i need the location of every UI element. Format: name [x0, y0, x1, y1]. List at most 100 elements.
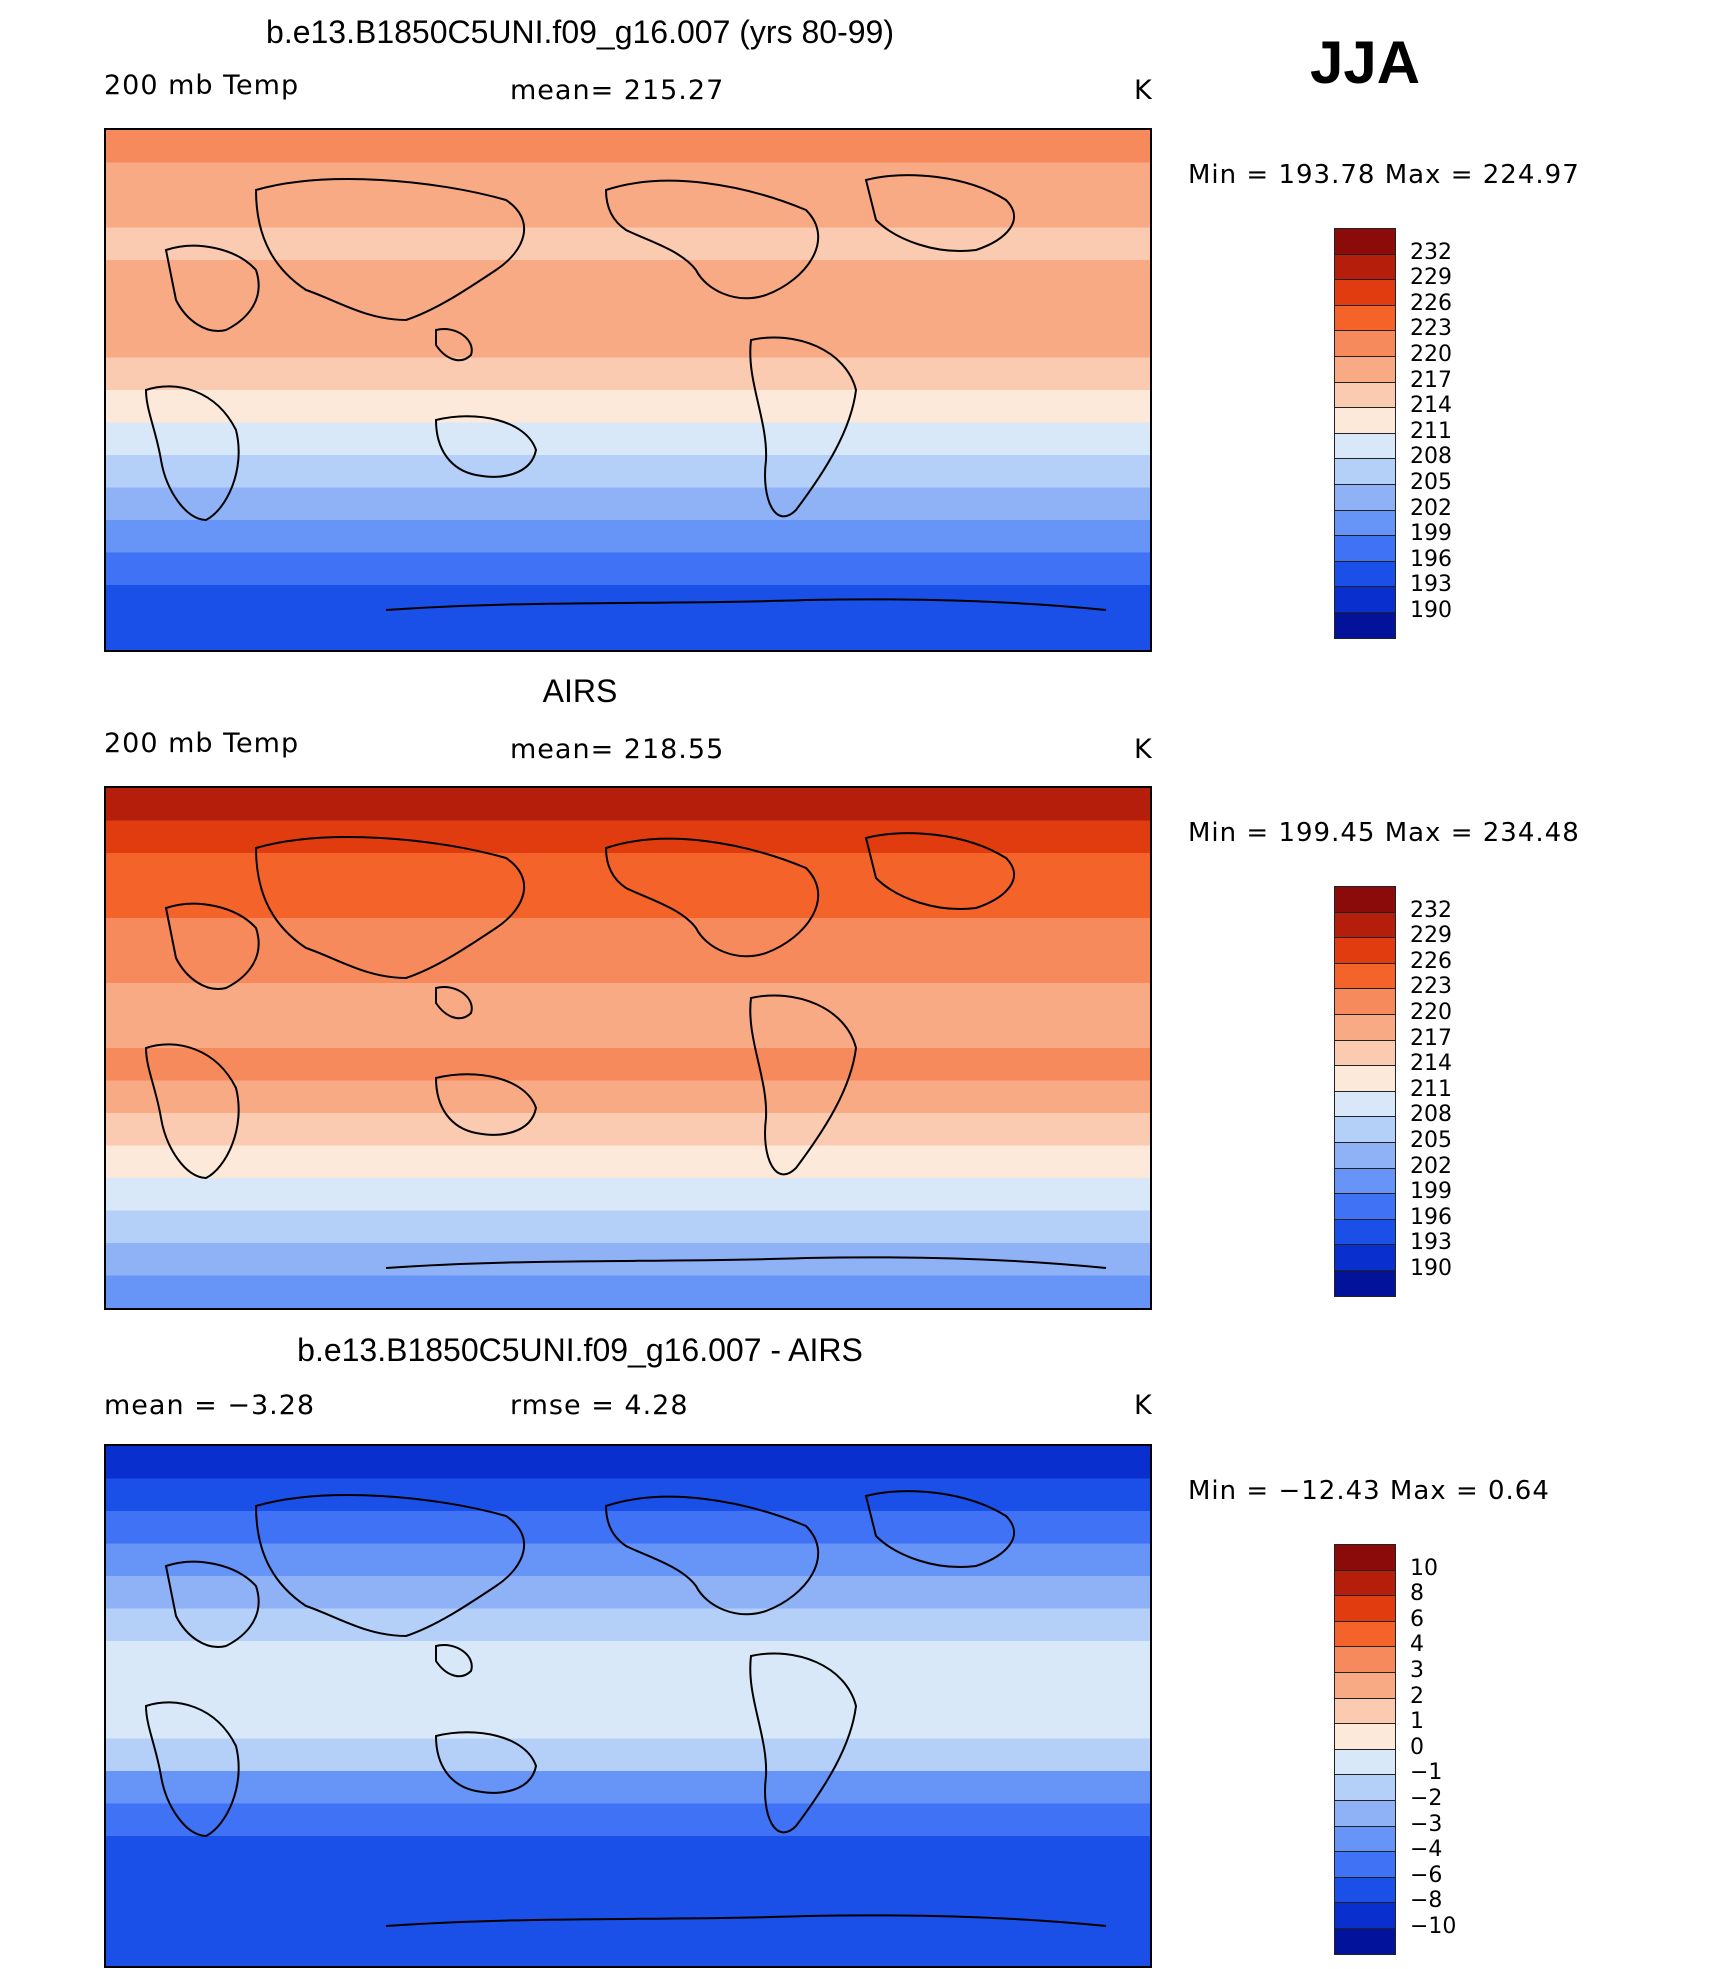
colorbar-label: 8	[1410, 1581, 1424, 1607]
colorbar-label: −3	[1410, 1811, 1443, 1837]
colorbar-swatch	[1334, 1928, 1396, 1955]
colorbar-label: 211	[1410, 418, 1452, 444]
latitude-band	[106, 1048, 1150, 1082]
panel-title: b.e13.B1850C5UNI.f09_g16.007 (yrs 80-99)	[266, 14, 894, 50]
colorbar-label: 214	[1410, 1051, 1452, 1077]
colorbar-label: 4	[1410, 1632, 1424, 1658]
min-max-label: Min = 193.78 Max = 224.97	[1188, 160, 1580, 190]
colorbar-label: 1	[1410, 1709, 1424, 1735]
colorbar-label: 220	[1410, 342, 1452, 367]
map-plot	[104, 1444, 1152, 1968]
colorbar-label: 190	[1410, 1256, 1452, 1281]
mean-label: mean= 215.27	[510, 75, 725, 106]
colorbar-swatch	[1334, 886, 1396, 913]
latitude-band	[106, 820, 1150, 854]
colorbar-label: 217	[1410, 1025, 1452, 1051]
colorbar-swatch	[1334, 962, 1396, 990]
latitude-band	[106, 162, 1150, 196]
colorbar-swatch	[1334, 509, 1396, 537]
colorbar-label: −1	[1410, 1760, 1443, 1786]
latitude-band	[106, 1511, 1150, 1545]
coastline	[385, 598, 1107, 611]
colorbar: 232 229 226 223 220 217 214 211 208 205 202 199 196 1…	[1334, 886, 1452, 1297]
coastline	[749, 994, 858, 1176]
season-label: JJA	[1310, 29, 1421, 96]
coastline	[434, 1731, 538, 1794]
latitude-band	[106, 1210, 1150, 1244]
coastline	[749, 1652, 858, 1834]
coastline	[144, 1043, 240, 1180]
colorbar-label: 196	[1410, 1204, 1452, 1230]
colorbar-label: 3	[1410, 1658, 1424, 1683]
colorbar: 10 8 6 4 3 2 1 0 −1 −2 −3 −4 −6 −8 −10	[1334, 1544, 1456, 1955]
colorbar-swatch	[1334, 407, 1396, 434]
coastline	[864, 1490, 1016, 1568]
colorbar-swatch	[1334, 1774, 1396, 1801]
coastline	[385, 1256, 1107, 1269]
colorbar-swatch	[1334, 1569, 1396, 1597]
colorbar-label: 226	[1410, 290, 1452, 316]
units-label: K	[1134, 1390, 1153, 1421]
colorbar-swatch	[1334, 1270, 1396, 1297]
coastline	[385, 1914, 1107, 1927]
coastline	[144, 385, 240, 522]
latitude-band	[106, 130, 1150, 164]
latitude-band	[106, 853, 1150, 887]
latitude-band	[106, 1868, 1150, 1902]
colorbar-label: 208	[1410, 1102, 1452, 1128]
colorbar-label: −8	[1410, 1888, 1443, 1914]
colorbar-swatch	[1334, 279, 1396, 306]
variable-label: 200 mb Temp	[104, 70, 300, 101]
colorbar-label: 229	[1410, 923, 1452, 949]
colorbar-swatch	[1334, 1167, 1396, 1195]
colorbar-swatch	[1334, 356, 1396, 383]
latitude-band	[106, 520, 1150, 554]
latitude-band	[106, 422, 1150, 456]
colorbar-label: 208	[1410, 444, 1452, 470]
colorbar-swatch	[1334, 612, 1396, 639]
colorbar-label: 196	[1410, 546, 1452, 572]
colorbar-swatch	[1334, 586, 1396, 613]
latitude-band	[106, 1145, 1150, 1179]
mean-label: mean= 218.55	[510, 734, 725, 765]
colorbar-swatch	[1334, 1218, 1396, 1246]
latitude-band	[106, 1113, 1150, 1147]
mean-label: mean = −3.28	[104, 1390, 316, 1421]
latitude-band	[106, 1478, 1150, 1512]
colorbar-swatch	[1334, 1142, 1396, 1169]
colorbar-swatch	[1334, 1595, 1396, 1622]
colorbar-label: 199	[1410, 521, 1452, 547]
colorbar-label: 6	[1410, 1606, 1424, 1632]
colorbar-swatch	[1334, 484, 1396, 511]
colorbar-swatch	[1334, 381, 1396, 409]
latitude-band	[106, 455, 1150, 489]
colorbar-label: 229	[1410, 265, 1452, 291]
latitude-band	[106, 918, 1150, 952]
latitude-band	[106, 1738, 1150, 1772]
coastline	[434, 1073, 538, 1136]
latitude-band	[106, 1015, 1150, 1049]
latitude-band	[106, 1706, 1150, 1740]
latitude-band	[106, 950, 1150, 984]
coastline	[604, 1495, 820, 1616]
colorbar-label: 10	[1410, 1555, 1438, 1581]
colorbar-label: 202	[1410, 1153, 1452, 1179]
colorbar-swatch	[1334, 253, 1396, 281]
coastline	[604, 837, 820, 958]
colorbar-swatch	[1334, 937, 1396, 964]
colorbar-swatch	[1334, 1193, 1396, 1220]
colorbar-label: −2	[1410, 1786, 1443, 1811]
colorbar-label: 223	[1410, 974, 1452, 1000]
colorbar-label: 205	[1410, 470, 1452, 495]
colorbar-swatch	[1334, 1672, 1396, 1699]
coastline	[254, 178, 525, 322]
colorbar-label: 223	[1410, 316, 1452, 342]
latitude-band	[106, 1608, 1150, 1642]
latitude-band	[106, 1275, 1150, 1308]
colorbar-swatch	[1334, 1244, 1396, 1271]
latitude-band	[106, 1080, 1150, 1114]
map-plot	[104, 128, 1152, 652]
latitude-band	[106, 195, 1150, 229]
rmse-label: rmse = 4.28	[510, 1390, 689, 1421]
latitude-band	[106, 260, 1150, 294]
